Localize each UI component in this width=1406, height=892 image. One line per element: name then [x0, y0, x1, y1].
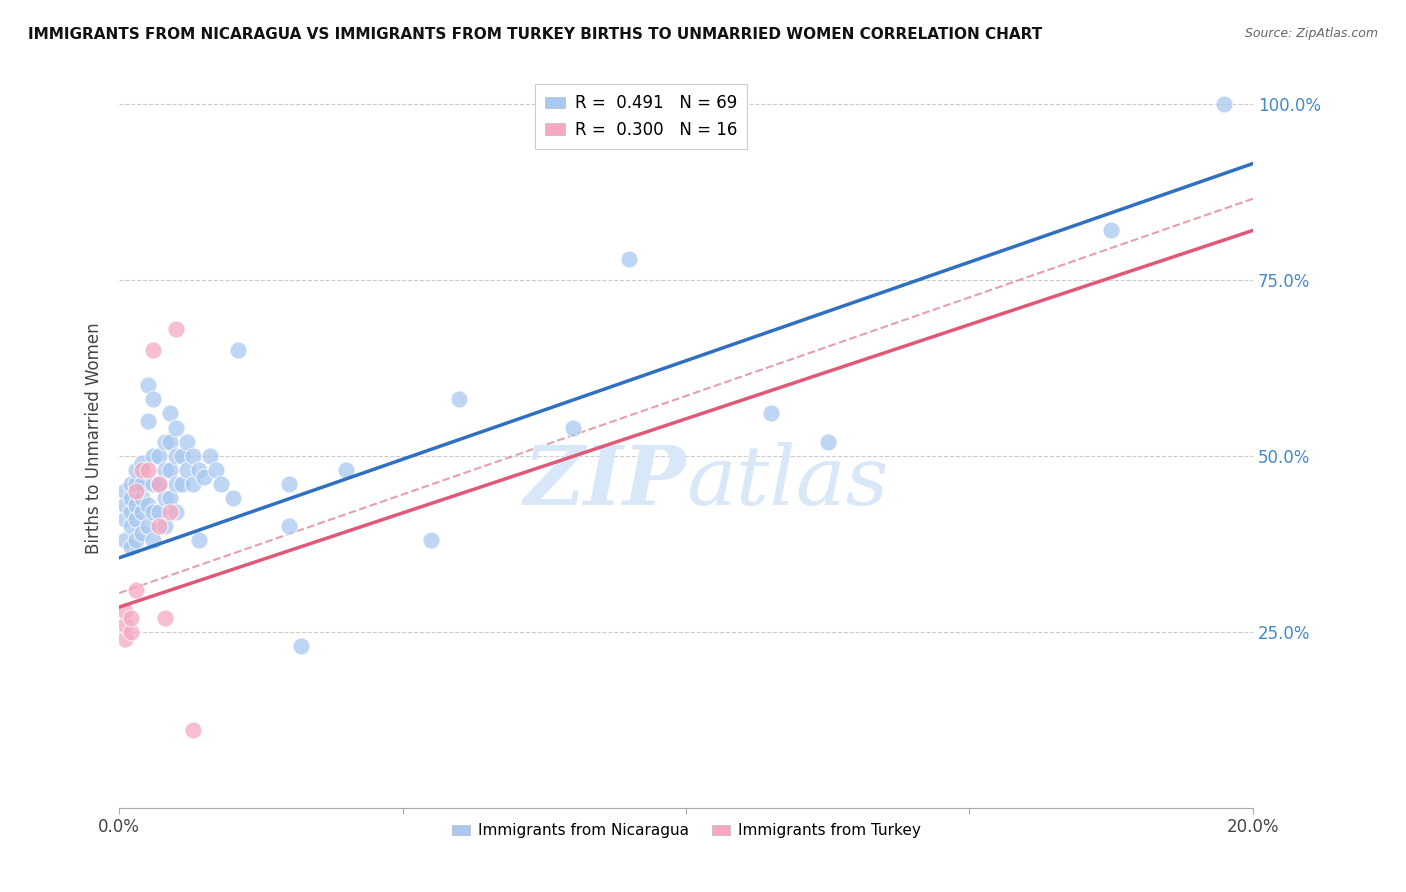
Point [335, 463, 357, 477]
Point [114, 533, 136, 548]
Point [159, 505, 181, 519]
Point [176, 463, 198, 477]
Point [159, 407, 181, 421]
Point [142, 449, 165, 463]
Point [120, 519, 142, 533]
Point [120, 476, 142, 491]
Point [142, 343, 165, 358]
Point [136, 498, 159, 512]
Point [817, 434, 839, 449]
Point [131, 463, 153, 477]
Point [176, 434, 198, 449]
Point [170, 476, 193, 491]
Point [125, 498, 148, 512]
Point [165, 322, 187, 336]
Point [153, 491, 176, 505]
Point [131, 491, 153, 505]
Point [1213, 96, 1236, 111]
Point [114, 617, 136, 632]
Point [142, 476, 165, 491]
Point [1099, 223, 1122, 237]
Point [148, 476, 170, 491]
Point [125, 476, 148, 491]
Point [120, 491, 142, 505]
Y-axis label: Births to Unmarried Women: Births to Unmarried Women [86, 322, 103, 554]
Point [165, 449, 187, 463]
Point [131, 505, 153, 519]
Point [120, 610, 142, 624]
Legend: Immigrants from Nicaragua, Immigrants from Turkey: Immigrants from Nicaragua, Immigrants fr… [446, 817, 927, 845]
Point [290, 639, 312, 653]
Point [209, 476, 232, 491]
Point [278, 476, 301, 491]
Point [142, 505, 165, 519]
Point [114, 604, 136, 618]
Text: atlas: atlas [686, 442, 889, 523]
Point [187, 533, 209, 548]
Point [181, 476, 204, 491]
Point [204, 463, 226, 477]
Point [120, 505, 142, 519]
Point [131, 476, 153, 491]
Point [159, 491, 181, 505]
Point [561, 420, 583, 434]
Point [114, 498, 136, 512]
Point [125, 483, 148, 498]
Point [159, 434, 181, 449]
Point [136, 519, 159, 533]
Point [278, 519, 301, 533]
Point [148, 519, 170, 533]
Point [153, 610, 176, 624]
Point [619, 252, 641, 266]
Point [148, 505, 170, 519]
Point [170, 449, 193, 463]
Point [165, 505, 187, 519]
Point [420, 533, 443, 548]
Point [136, 413, 159, 427]
Point [114, 632, 136, 646]
Text: IMMIGRANTS FROM NICARAGUA VS IMMIGRANTS FROM TURKEY BIRTHS TO UNMARRIED WOMEN CO: IMMIGRANTS FROM NICARAGUA VS IMMIGRANTS … [28, 27, 1042, 42]
Point [142, 533, 165, 548]
Point [221, 491, 243, 505]
Point [114, 512, 136, 526]
Point [226, 343, 249, 358]
Point [153, 463, 176, 477]
Point [148, 449, 170, 463]
Point [759, 407, 782, 421]
Point [449, 392, 471, 407]
Point [120, 541, 142, 555]
Point [125, 512, 148, 526]
Point [187, 463, 209, 477]
Point [125, 463, 148, 477]
Point [181, 723, 204, 738]
Point [165, 420, 187, 434]
Point [120, 624, 142, 639]
Point [114, 483, 136, 498]
Point [131, 526, 153, 541]
Point [131, 456, 153, 470]
Text: ZIP: ZIP [523, 442, 686, 523]
Point [136, 463, 159, 477]
Text: Source: ZipAtlas.com: Source: ZipAtlas.com [1244, 27, 1378, 40]
Point [165, 476, 187, 491]
Point [153, 434, 176, 449]
Point [142, 392, 165, 407]
Point [125, 582, 148, 597]
Point [148, 476, 170, 491]
Point [193, 470, 215, 484]
Point [136, 378, 159, 392]
Point [153, 519, 176, 533]
Point [181, 449, 204, 463]
Point [125, 533, 148, 548]
Point [159, 463, 181, 477]
Point [198, 449, 221, 463]
